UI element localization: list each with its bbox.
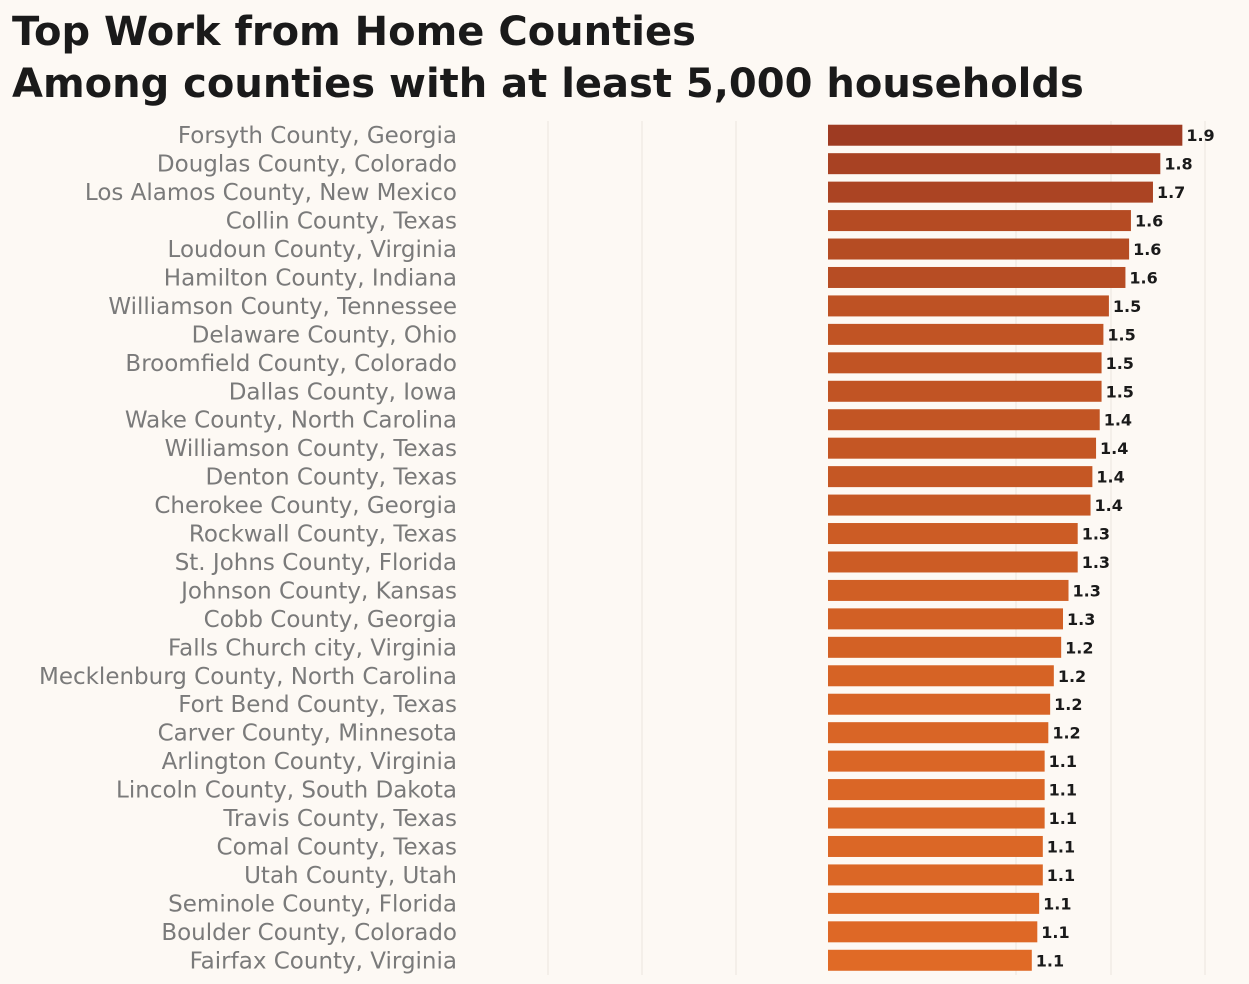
value-label: 1.3 [1082,553,1110,572]
bar [828,636,1062,658]
value-label: 1.3 [1067,610,1095,629]
value-label: 1.1 [1043,894,1071,913]
category-label: Travis County, Texas [222,806,457,832]
value-label: 1.2 [1052,724,1080,743]
value-label: 1.1 [1047,866,1075,885]
bar [828,380,1102,402]
value-label: 1.5 [1113,297,1141,316]
category-label: Delaware County, Ohio [192,322,457,348]
value-label: 1.6 [1133,240,1161,259]
category-label: St. Johns County, Florida [175,550,457,576]
category-label: Wake County, North Carolina [125,408,457,434]
value-label: 1.1 [1049,809,1077,828]
bar [828,750,1045,772]
category-label: Lincoln County, South Dakota [116,778,457,804]
bar [828,892,1040,914]
chart-subtitle: Among counties with at least 5,000 house… [12,61,1084,107]
category-label: Loudoun County, Virginia [168,237,457,263]
category-label: Mecklenburg County, North Carolina [39,664,457,690]
bar [828,352,1102,374]
bar [828,835,1043,857]
category-label: Forsyth County, Georgia [178,123,457,149]
value-label: 1.1 [1036,951,1064,970]
category-label: Collin County, Texas [226,209,457,235]
value-label: 1.4 [1104,411,1132,430]
category-label: Hamilton County, Indiana [164,265,457,291]
value-label: 1.2 [1065,638,1093,657]
bar [828,437,1097,459]
category-label: Williamson County, Tennessee [108,294,457,320]
bar [828,153,1161,175]
bar [828,921,1038,943]
bar [828,409,1100,431]
bar [828,323,1104,345]
category-label: Carver County, Minnesota [158,721,457,747]
value-label: 1.1 [1049,752,1077,771]
value-label: 1.5 [1107,325,1135,344]
bar [828,466,1093,488]
category-label: Arlington County, Virginia [162,749,457,775]
value-label: 1.4 [1100,439,1128,458]
value-label: 1.5 [1106,382,1134,401]
value-label: 1.1 [1047,837,1075,856]
category-label: Falls Church city, Virginia [168,635,457,661]
bar [828,665,1054,687]
value-label: 1.3 [1073,581,1101,600]
category-label: Fort Bend County, Texas [178,692,457,718]
bar [828,210,1131,232]
category-label: Seminole County, Florida [168,891,457,917]
category-label: Cobb County, Georgia [204,607,457,633]
value-label: 1.9 [1186,126,1214,145]
bar [828,494,1091,516]
value-label: 1.1 [1049,781,1077,800]
bar [828,779,1045,801]
value-label: 1.5 [1106,354,1134,373]
value-label: 1.4 [1096,468,1124,487]
category-label: Boulder County, Colorado [161,920,457,946]
value-label: 1.2 [1058,667,1086,686]
bar [828,551,1078,573]
category-label: Dallas County, Iowa [229,379,457,405]
bar [828,124,1183,146]
bar [828,608,1064,630]
bar [828,807,1045,829]
category-label: Broomfield County, Colorado [125,351,457,377]
category-label: Fairfax County, Virginia [190,948,457,974]
bar [828,722,1049,744]
bar [828,238,1130,260]
category-label: Comal County, Texas [217,834,457,860]
value-label: 1.4 [1095,496,1123,515]
bar [828,693,1051,715]
bar [828,579,1069,601]
bar [828,266,1126,288]
category-label: Denton County, Texas [205,465,457,491]
value-label: 1.8 [1164,155,1192,174]
value-label: 1.3 [1082,525,1110,544]
category-label: Rockwall County, Texas [189,522,457,548]
value-label: 1.1 [1041,923,1069,942]
bar [828,181,1153,203]
category-label: Cherokee County, Georgia [154,493,457,519]
category-label: Douglas County, Colorado [157,152,457,178]
value-label: 1.7 [1157,183,1185,202]
chart-title: Top Work from Home Counties [12,9,696,55]
bar [828,864,1043,886]
bar [828,949,1032,971]
bar [828,523,1078,545]
value-label: 1.6 [1129,268,1157,287]
category-label: Williamson County, Texas [165,436,457,462]
value-label: 1.6 [1135,212,1163,231]
category-label: Johnson County, Kansas [179,578,457,604]
category-label: Los Alamos County, New Mexico [85,180,457,206]
category-label: Utah County, Utah [244,863,457,889]
value-label: 1.2 [1054,695,1082,714]
bar [828,295,1109,317]
